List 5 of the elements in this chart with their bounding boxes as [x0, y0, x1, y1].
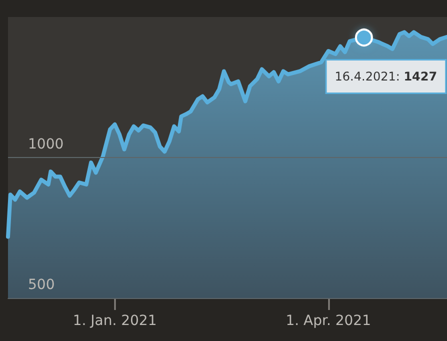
- annotation: 16.4.2021: 1427: [334, 70, 438, 84]
- x-tick-label: 1. Apr. 2021: [286, 313, 371, 329]
- y-tick-label: 1000: [28, 136, 64, 152]
- x-tick-label: 1. Jan. 2021: [72, 313, 157, 329]
- y-tick-label: 500: [28, 277, 55, 293]
